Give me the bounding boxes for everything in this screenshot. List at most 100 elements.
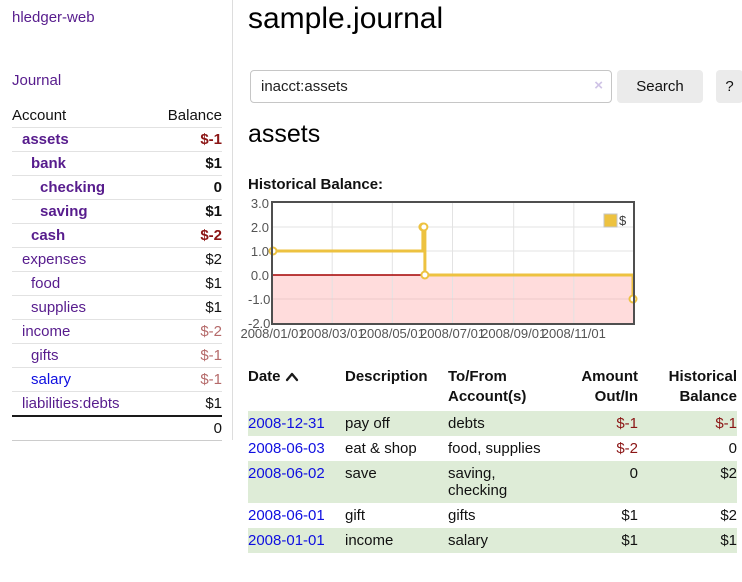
transaction-balance: $1	[720, 532, 737, 549]
transaction-balance: 0	[728, 440, 737, 457]
register-header-date[interactable]: Date	[248, 363, 345, 411]
accounts-table: Account Balance assets $-1 bank $1 checking 0…	[12, 104, 222, 441]
help-button[interactable]: ?	[716, 70, 742, 103]
search-field-wrapper: ×	[250, 70, 612, 103]
register-row: 2008-12-31 pay off debts $-1 $-1	[248, 411, 737, 436]
accounts-total-row: 0	[12, 415, 222, 441]
page-title: sample.journal	[248, 2, 444, 35]
sidebar: hledger-web Journal Account Balance asse…	[0, 0, 233, 441]
account-row: cash $-2	[12, 223, 222, 248]
account-link[interactable]: salary	[31, 371, 72, 388]
account-link[interactable]: checking	[40, 179, 106, 196]
transaction-accounts: saving, checking	[448, 465, 508, 499]
account-balance: $1	[151, 271, 222, 296]
y-axis-tick: -1.0	[248, 292, 271, 307]
clear-search-icon[interactable]: ×	[594, 77, 603, 94]
account-link[interactable]: liabilities:debts	[22, 395, 120, 412]
account-link[interactable]: gifts	[31, 347, 59, 364]
accounts-header-account: Account	[12, 107, 67, 124]
transaction-date-link[interactable]: 2008-12-31	[248, 415, 325, 432]
account-heading: assets	[248, 120, 321, 148]
account-link[interactable]: food	[31, 275, 61, 292]
account-link[interactable]: assets	[22, 131, 69, 148]
transaction-description: save	[345, 465, 377, 482]
main-content: sample.journal × Search ? assets Histori…	[240, 0, 742, 582]
transaction-accounts: gifts	[448, 507, 476, 524]
account-link[interactable]: income	[22, 323, 71, 340]
transaction-date: 2008-06-02	[248, 461, 345, 503]
chart-label: Historical Balance:	[248, 176, 384, 193]
transaction-date-link[interactable]: 2008-06-02	[248, 465, 325, 482]
search-button[interactable]: Search	[617, 70, 703, 103]
register-header-balance: Historical Balance	[668, 368, 737, 405]
transaction-date: 2008-06-01	[248, 503, 345, 528]
account-balance: 0	[151, 175, 222, 200]
transaction-description: pay off	[345, 415, 390, 432]
account-balance: $-2	[151, 223, 222, 248]
transaction-date: 2008-12-31	[248, 411, 345, 436]
account-balance: $-2	[151, 319, 222, 344]
account-row: assets $-1	[12, 127, 222, 152]
transaction-balance: $-1	[715, 415, 737, 432]
y-axis-tick: 0.0	[250, 268, 269, 283]
chart-plot: $	[268, 201, 638, 325]
transaction-balance: $2	[720, 465, 737, 482]
transaction-amount: $-2	[616, 440, 638, 457]
transaction-date: 2008-06-03	[248, 436, 345, 461]
account-row: checking 0	[12, 175, 222, 200]
register-header-amount: Amount Out/In	[581, 368, 638, 405]
account-row: gifts $-1	[12, 343, 222, 368]
transaction-description: income	[345, 532, 394, 549]
register-header-description: Description	[345, 368, 428, 385]
x-axis-tick: 2008/07/01	[419, 326, 486, 341]
account-row: salary $-1	[12, 367, 222, 392]
register-row: 2008-01-01 income salary $1 $1	[248, 528, 737, 553]
x-axis-tick: 2008/03/01	[299, 326, 365, 341]
account-balance: $-1	[151, 127, 222, 152]
transaction-date: 2008-01-01	[248, 528, 345, 553]
account-row: expenses $2	[12, 247, 222, 272]
account-balance: $1	[151, 391, 222, 416]
transaction-date-link[interactable]: 2008-01-01	[248, 532, 325, 549]
transaction-date-link[interactable]: 2008-06-03	[248, 440, 325, 457]
sort-ascending-icon	[285, 372, 298, 382]
accounts-total-value: 0	[151, 415, 222, 441]
y-axis-tick: 3.0	[250, 196, 269, 211]
transaction-accounts: salary	[448, 532, 489, 549]
account-link[interactable]: bank	[31, 155, 67, 172]
account-row: food $1	[12, 271, 222, 296]
historical-balance-chart: $3.0 2.0 1.0 0.0 -1.0 -2.0 2008/01/01 2008/03/0…	[240, 196, 742, 346]
transaction-amount: 0	[629, 465, 638, 482]
y-axis-tick: -2.0	[248, 316, 271, 331]
account-row: bank $1	[12, 151, 222, 176]
app-title[interactable]: hledger-web	[12, 9, 95, 26]
account-balance: $1	[151, 295, 222, 320]
transaction-balance: $2	[720, 507, 737, 524]
transaction-date-link[interactable]: 2008-06-01	[248, 507, 325, 524]
legend-swatch	[603, 213, 618, 228]
register-row: 2008-06-01 gift gifts $1 $2	[248, 503, 737, 528]
account-row: income $-2	[12, 319, 222, 344]
search-input[interactable]	[250, 70, 612, 103]
register-row: 2008-06-03 eat & shop food, supplies $-2 0	[248, 436, 737, 461]
account-link[interactable]: expenses	[22, 251, 87, 268]
x-axis-tick: 2008/09/01	[481, 326, 547, 341]
account-row: saving $1	[12, 199, 222, 224]
account-balance: $2	[151, 247, 222, 272]
sidebar-item-journal[interactable]: Journal	[12, 72, 62, 89]
account-balance: $-1	[151, 367, 222, 392]
account-row: liabilities:debts $1	[12, 391, 222, 416]
account-link[interactable]: saving	[40, 203, 88, 220]
x-axis-tick: 2008/11/01	[541, 326, 606, 341]
transaction-accounts: debts	[448, 415, 485, 432]
transaction-accounts: food, supplies	[448, 440, 541, 457]
account-link[interactable]: supplies	[31, 299, 87, 316]
legend-label: $	[619, 213, 627, 228]
y-axis-tick: 1.0	[250, 244, 269, 259]
register-row: 2008-06-02 save saving, checking 0 $2	[248, 461, 737, 503]
x-axis-tick: 2008/05/01	[359, 326, 425, 341]
transaction-amount: $-1	[616, 415, 638, 432]
search-bar: × Search ?	[250, 70, 742, 103]
account-link[interactable]: cash	[31, 227, 66, 244]
y-axis-tick: 2.0	[250, 220, 269, 235]
